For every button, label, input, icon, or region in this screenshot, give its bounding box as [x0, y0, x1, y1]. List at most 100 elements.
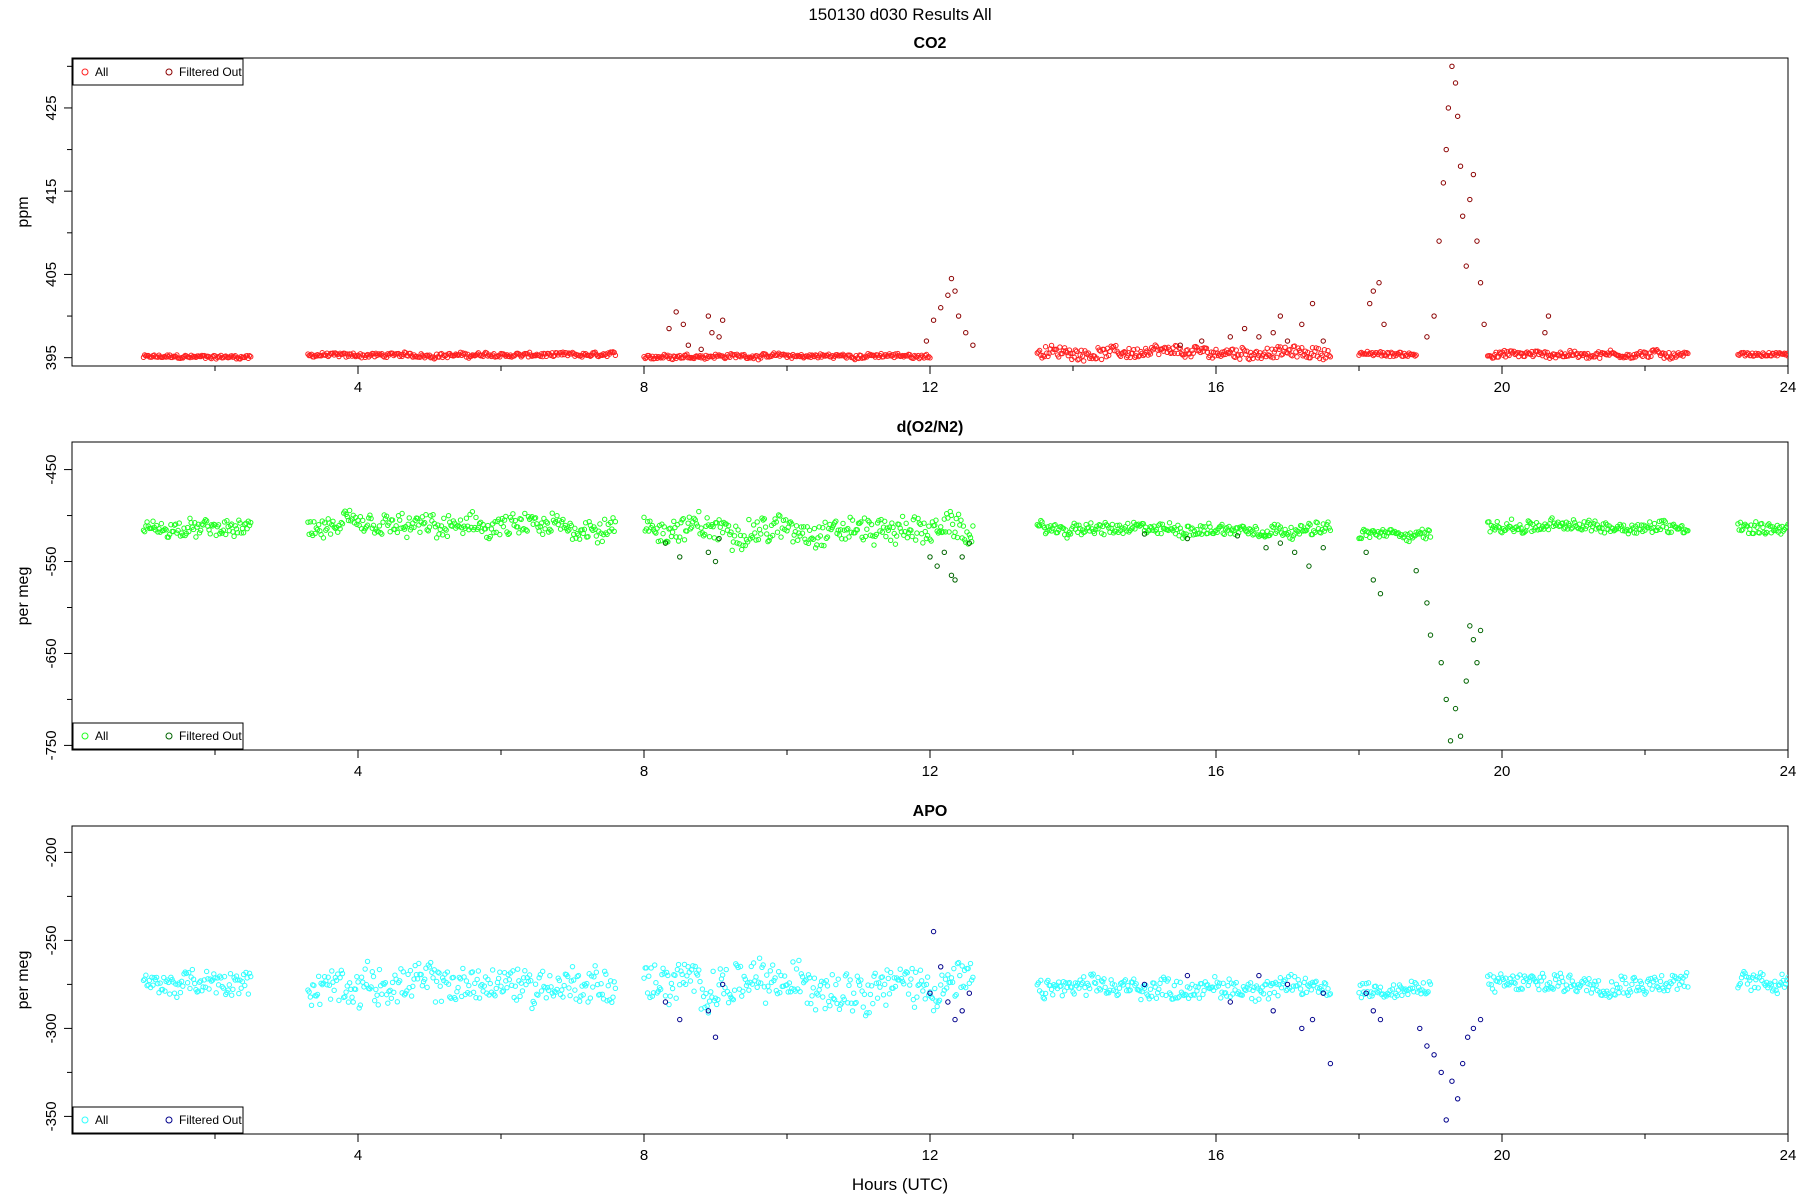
point-all — [1305, 349, 1311, 356]
point-all — [1754, 524, 1760, 530]
point-all — [1524, 523, 1530, 530]
point-all — [1313, 978, 1319, 985]
point-all — [908, 976, 914, 982]
point-all — [685, 964, 691, 970]
point-all — [644, 518, 651, 525]
point-all — [545, 987, 552, 994]
point-all — [333, 977, 340, 984]
point-all — [1390, 982, 1397, 988]
chart-title: d(O2/N2) — [897, 419, 964, 436]
point-all — [463, 978, 470, 984]
point-filtered — [1447, 738, 1454, 744]
point-filtered — [1377, 1016, 1384, 1023]
point-all — [422, 976, 428, 982]
point-all — [1614, 985, 1621, 991]
point-all — [743, 982, 750, 989]
point-filtered — [945, 292, 951, 298]
point-all — [918, 978, 925, 984]
point-all — [1243, 351, 1249, 358]
point-all — [519, 527, 526, 533]
point-all — [1270, 524, 1276, 531]
point-all — [1784, 350, 1788, 357]
point-all — [1303, 527, 1310, 533]
point-all — [1266, 990, 1273, 997]
point-all — [405, 521, 411, 528]
point-all — [196, 530, 203, 536]
point-all — [239, 525, 246, 532]
point-all — [581, 526, 588, 533]
point-filtered — [1470, 636, 1477, 643]
point-all — [162, 988, 168, 994]
point-all — [1069, 984, 1075, 990]
point-all — [781, 973, 788, 979]
point-all — [777, 513, 783, 519]
legend: All Filtered Out — [72, 722, 244, 750]
point-all — [1277, 524, 1284, 530]
point-all — [492, 519, 498, 525]
point-all — [1681, 983, 1688, 989]
point-all — [1417, 531, 1423, 537]
point-all — [793, 353, 800, 360]
point-all — [350, 999, 356, 1005]
point-all — [1780, 977, 1786, 984]
point-all — [360, 979, 366, 985]
point-all — [1175, 995, 1181, 1001]
point-all — [1661, 988, 1667, 994]
point-all — [1117, 353, 1124, 359]
point-filtered — [1413, 568, 1419, 574]
point-all — [517, 993, 523, 1000]
point-all — [735, 527, 741, 533]
point-all — [653, 530, 659, 536]
point-all — [1673, 975, 1679, 981]
point-all — [1159, 991, 1166, 998]
point-filtered — [1284, 981, 1291, 988]
point-all — [802, 354, 808, 360]
point-all — [522, 510, 528, 517]
point-all — [1224, 993, 1230, 999]
point-all — [383, 513, 390, 519]
point-all — [1504, 982, 1510, 988]
point-all — [1067, 350, 1074, 357]
point-all — [1784, 977, 1788, 984]
legend-label-all: All — [95, 65, 108, 79]
point-all — [198, 527, 204, 534]
y-tick-label: -350 — [43, 1101, 60, 1131]
point-all — [1685, 984, 1691, 990]
point-all — [400, 969, 406, 975]
point-all — [529, 1005, 535, 1012]
point-all — [805, 972, 812, 978]
point-filtered — [719, 317, 726, 323]
point-all — [1549, 515, 1555, 521]
point-all — [582, 520, 589, 526]
point-all — [162, 526, 168, 532]
point-all — [1658, 973, 1665, 979]
point-all — [671, 518, 677, 525]
point-all — [770, 962, 776, 968]
point-filtered — [1376, 280, 1382, 286]
point-all — [1369, 993, 1375, 999]
point-all — [223, 531, 229, 538]
point-all — [864, 526, 870, 532]
point-all — [203, 968, 210, 975]
point-all — [1356, 990, 1362, 996]
point-all — [1685, 350, 1691, 357]
point-all — [538, 520, 545, 526]
point-all — [177, 989, 184, 996]
point-all — [1128, 526, 1135, 532]
point-all — [1264, 345, 1270, 351]
point-all — [1265, 996, 1272, 1002]
point-filtered — [1227, 999, 1234, 1005]
point-all — [1608, 979, 1615, 985]
point-all — [680, 516, 687, 522]
point-all — [1538, 978, 1545, 984]
point-all — [1648, 353, 1654, 360]
point-all — [727, 991, 733, 998]
point-all — [1550, 986, 1556, 992]
x-axis-label: Hours (UTC) — [852, 1175, 948, 1194]
point-filtered — [1424, 334, 1430, 340]
point-filtered — [945, 999, 951, 1005]
point-all — [1085, 982, 1092, 989]
point-all — [867, 532, 874, 538]
point-all — [877, 984, 883, 990]
point-filtered — [923, 338, 930, 344]
